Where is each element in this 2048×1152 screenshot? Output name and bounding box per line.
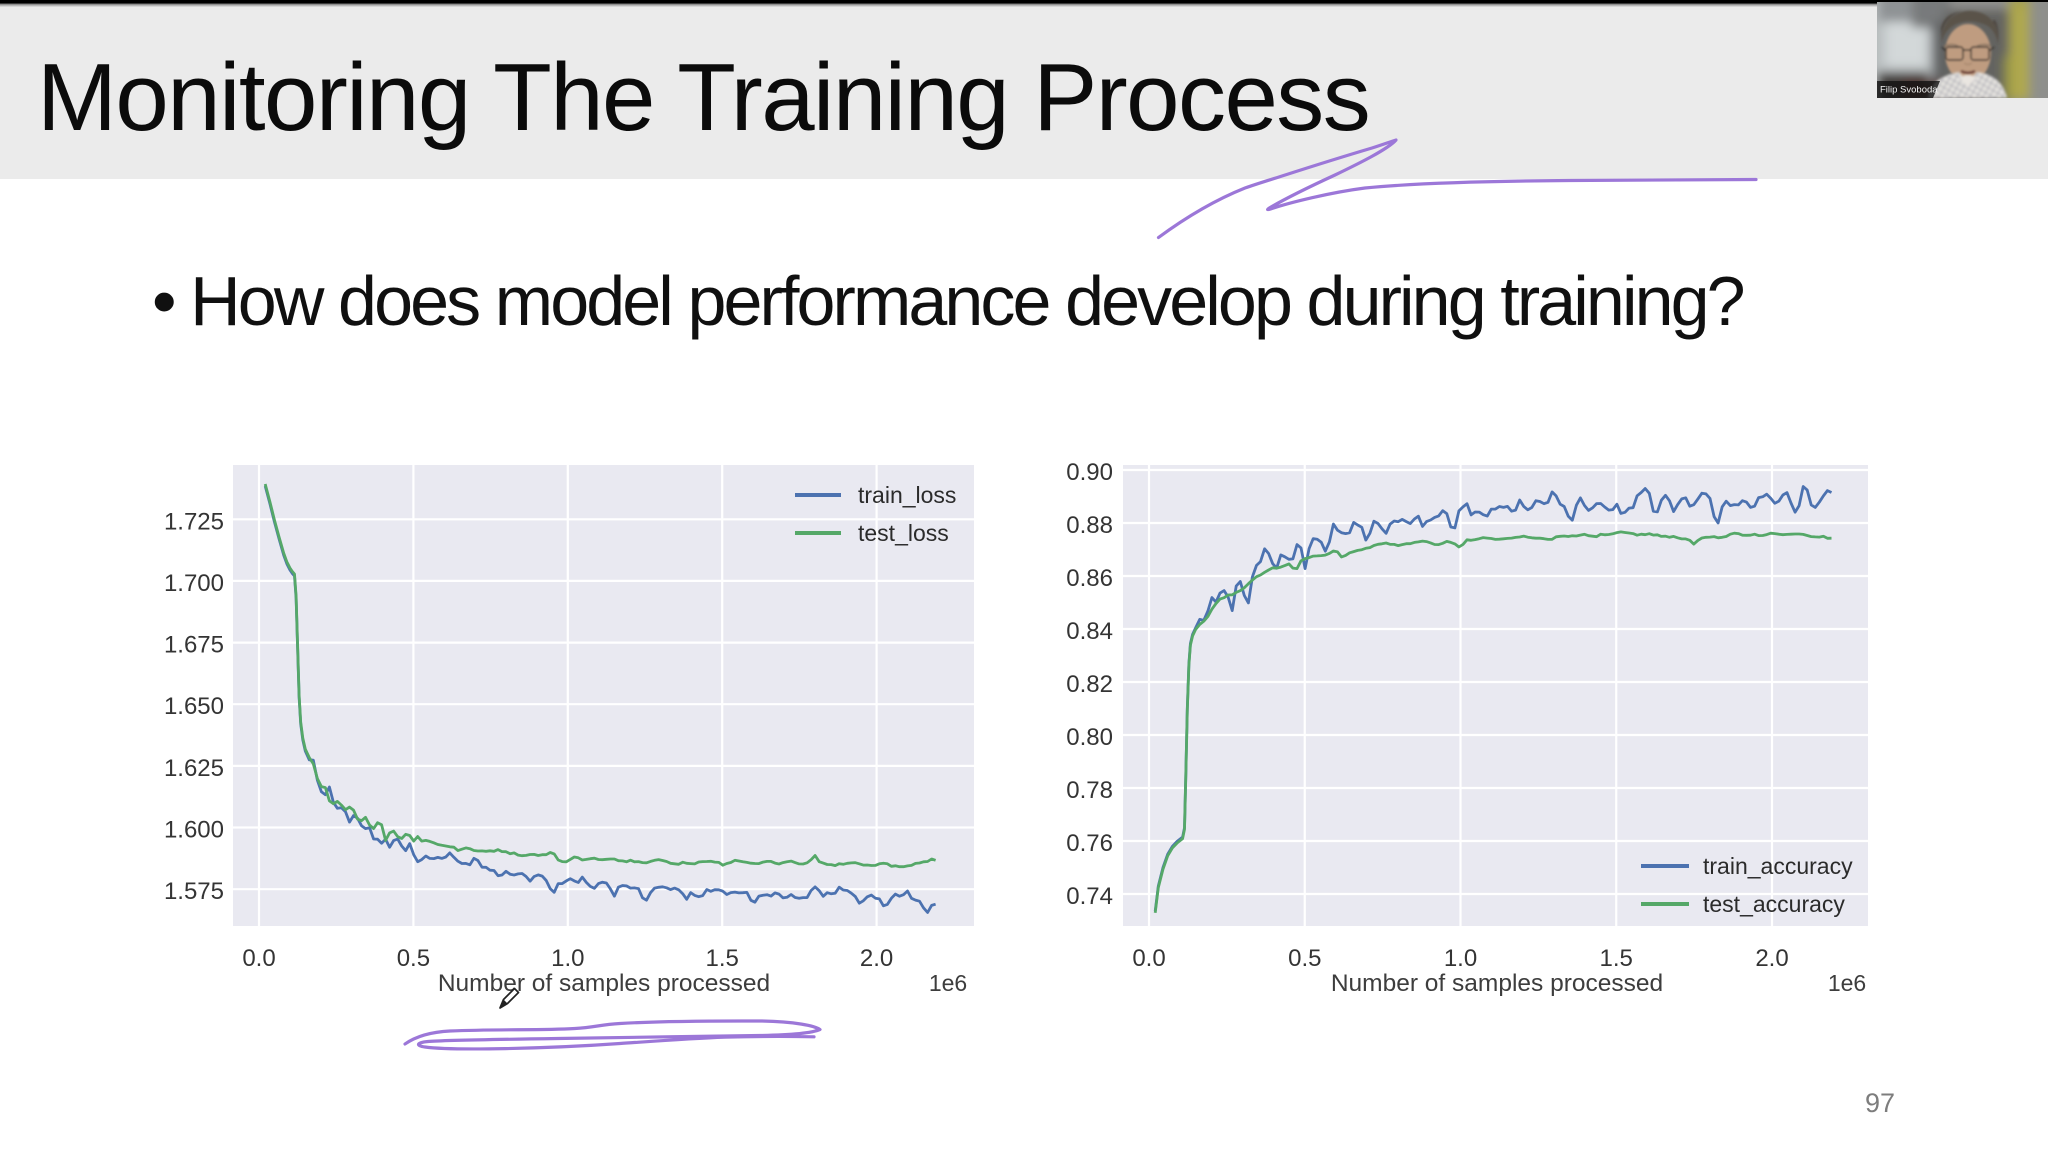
svg-text:0.88: 0.88 xyxy=(1066,512,1113,539)
svg-text:1.0: 1.0 xyxy=(551,945,584,972)
svg-text:0.0: 0.0 xyxy=(1132,945,1165,972)
svg-text:0.80: 0.80 xyxy=(1066,724,1113,751)
svg-text:0.0: 0.0 xyxy=(242,945,275,972)
svg-text:97: 97 xyxy=(1865,1088,1895,1118)
svg-text:1.650: 1.650 xyxy=(164,693,224,720)
svg-text:1.600: 1.600 xyxy=(164,817,224,844)
svg-text:0.90: 0.90 xyxy=(1066,459,1113,486)
svg-text:0.78: 0.78 xyxy=(1066,777,1113,804)
svg-text:2.0: 2.0 xyxy=(860,945,893,972)
svg-text:Monitoring The Training Proces: Monitoring The Training Process xyxy=(37,44,1369,151)
svg-text:1.5: 1.5 xyxy=(1600,945,1633,972)
svg-text:1e6: 1e6 xyxy=(1828,970,1866,996)
svg-text:1.0: 1.0 xyxy=(1444,945,1477,972)
svg-text:• How does model performance d: • How does model performance develop dur… xyxy=(152,262,1744,340)
svg-text:0.84: 0.84 xyxy=(1066,618,1113,645)
svg-text:1.625: 1.625 xyxy=(164,755,224,782)
svg-text:1.5: 1.5 xyxy=(706,945,739,972)
svg-text:0.5: 0.5 xyxy=(1288,945,1321,972)
svg-text:Number of samples processed: Number of samples processed xyxy=(438,970,770,997)
svg-text:1e6: 1e6 xyxy=(929,970,967,996)
svg-text:Number of samples processed: Number of samples processed xyxy=(1331,970,1663,997)
svg-text:train_loss: train_loss xyxy=(858,482,956,508)
svg-text:0.82: 0.82 xyxy=(1066,671,1113,698)
svg-text:0.76: 0.76 xyxy=(1066,830,1113,857)
svg-text:2.0: 2.0 xyxy=(1755,945,1788,972)
svg-text:Filip Svoboda: Filip Svoboda xyxy=(1880,85,1938,96)
svg-text:0.5: 0.5 xyxy=(397,945,430,972)
svg-text:0.74: 0.74 xyxy=(1066,883,1113,910)
svg-text:test_loss: test_loss xyxy=(858,520,949,546)
svg-text:train_accuracy: train_accuracy xyxy=(1703,853,1853,879)
svg-text:1.575: 1.575 xyxy=(164,878,224,905)
svg-text:1.725: 1.725 xyxy=(164,508,224,535)
svg-text:test_accuracy: test_accuracy xyxy=(1703,891,1845,917)
svg-text:0.86: 0.86 xyxy=(1066,565,1113,592)
svg-text:1.700: 1.700 xyxy=(164,570,224,597)
svg-text:1.675: 1.675 xyxy=(164,632,224,659)
